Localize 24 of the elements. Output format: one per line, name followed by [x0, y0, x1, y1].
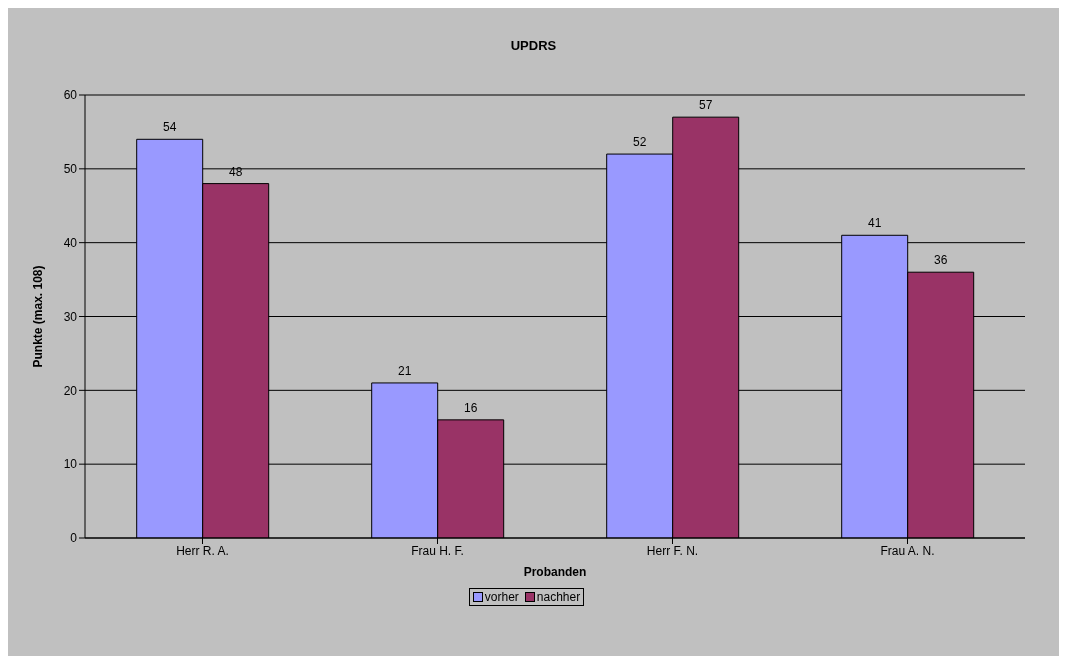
y-tick-label: 0 — [70, 531, 78, 546]
x-tick-label: Herr F. N. — [646, 543, 699, 558]
data-label: 52 — [633, 135, 647, 150]
y-tick-label: 20 — [63, 383, 78, 398]
y-tick-label: 60 — [63, 88, 78, 103]
x-tick-label: Frau H. F. — [411, 543, 464, 558]
data-label: 48 — [229, 164, 243, 179]
chart-title: UPDRS — [509, 38, 558, 53]
y-tick-label: 30 — [63, 309, 78, 324]
data-label: 21 — [398, 363, 412, 378]
legend-label: vorher — [484, 590, 519, 604]
y-tick-label: 40 — [63, 235, 78, 250]
y-axis-title: Punkte (max. 108) — [31, 265, 46, 368]
x-axis-title: Probanden — [523, 565, 587, 579]
x-tick-label: Herr R. A. — [176, 543, 229, 558]
data-label: 36 — [934, 253, 948, 268]
x-tick-label: Frau A. N. — [880, 543, 935, 558]
data-label: 54 — [163, 120, 177, 135]
data-label: 16 — [464, 400, 478, 415]
y-tick-label: 10 — [63, 457, 78, 472]
data-label: 57 — [699, 98, 713, 113]
data-label: 41 — [868, 216, 882, 231]
legend-label: nachher — [536, 590, 581, 604]
y-tick-label: 50 — [63, 162, 78, 177]
